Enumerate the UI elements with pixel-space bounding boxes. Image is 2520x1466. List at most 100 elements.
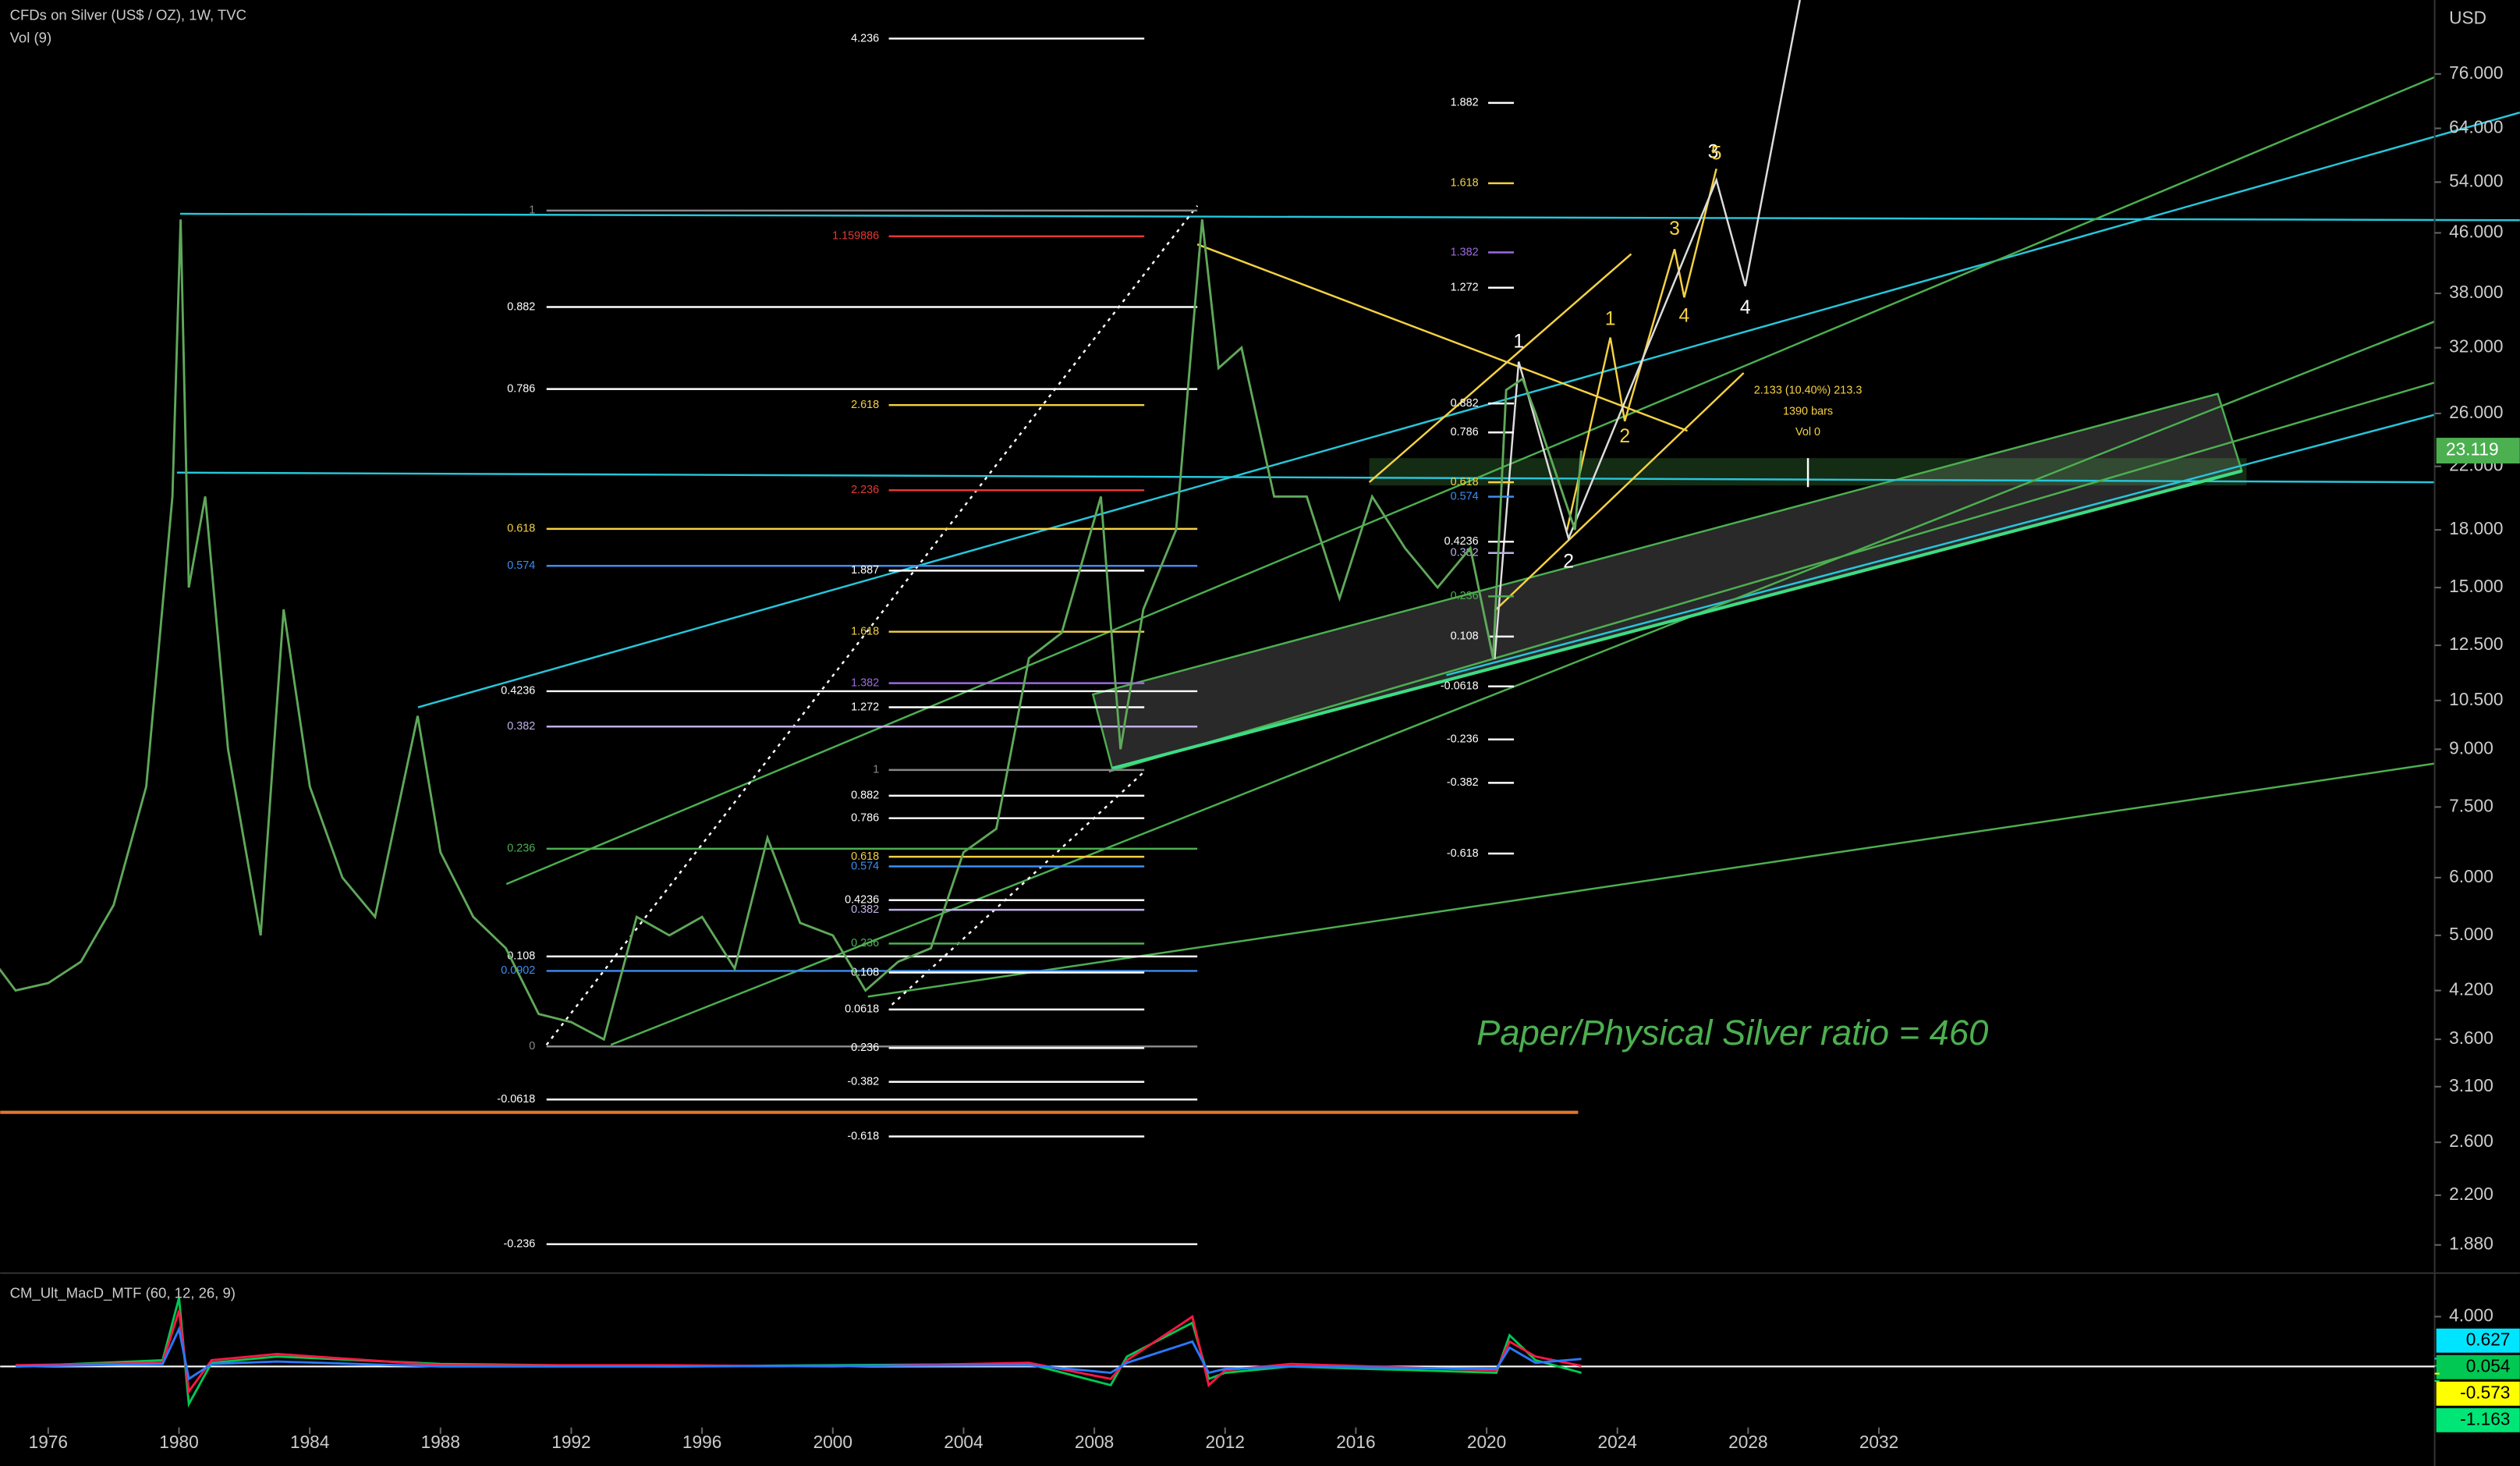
wave-label: 4: [1679, 305, 1690, 326]
value-badge-label: -1.163: [2460, 1408, 2510, 1429]
fib-label: 0.618: [507, 523, 535, 535]
fib-label: 2.236: [851, 484, 879, 496]
fib-label: -0.618: [847, 1130, 879, 1142]
trend-line: [505, 76, 2436, 886]
measure-label: Vol 0: [1795, 426, 1820, 438]
y-tick-label: 9.000: [2449, 737, 2493, 758]
y-tick-label: 76.000: [2449, 62, 2503, 83]
wave-label: 3: [1669, 218, 1680, 240]
fib-label: 0.236: [1451, 590, 1479, 602]
fib-label: 1.618: [1451, 177, 1479, 190]
fib-label: 0.786: [1451, 426, 1479, 438]
price-line: [15, 1297, 1582, 1408]
x-tick-label: 2004: [944, 1432, 983, 1452]
x-tick-label: 2032: [1859, 1432, 1898, 1452]
fib-label: 0.882: [1451, 397, 1479, 410]
x-tick-label: 2012: [1206, 1432, 1245, 1452]
fib-label: 0.382: [507, 720, 535, 733]
price-line: [15, 1325, 1582, 1381]
y-tick-label: 54.000: [2449, 170, 2503, 190]
fib-label: 0.882: [507, 300, 535, 313]
y-tick-label: 26.000: [2449, 402, 2503, 422]
price-badge: [2436, 438, 2520, 464]
dotted-line: [891, 771, 1145, 1006]
trend-line: [417, 112, 2520, 708]
fib-label: -0.0618: [1441, 680, 1479, 693]
fib-label: 1.887: [851, 564, 879, 577]
measure-label: 2.133 (10.40%) 213.3: [1754, 384, 1863, 396]
wave-label: 2: [1563, 552, 1574, 573]
pane-title: CM_Ult_MacD_MTF (60, 12, 26, 9): [10, 1284, 236, 1301]
trend-line: [1368, 253, 1632, 484]
y-tick-label: 46.000: [2449, 221, 2503, 241]
wave-label: 4: [1740, 297, 1751, 318]
fib-label: 1.882: [1451, 97, 1479, 109]
trend-line: [1494, 372, 1745, 612]
x-tick-label: 1984: [290, 1432, 329, 1452]
fib-label: 0.382: [851, 903, 879, 916]
fib-label: 0.108: [1451, 630, 1479, 643]
trend-line: [1446, 414, 2435, 676]
y-axis-label: USD: [2449, 8, 2486, 28]
x-tick-label: 2020: [1467, 1432, 1506, 1452]
y-tick-label: 4.200: [2449, 979, 2493, 999]
fib-label: 0.786: [507, 382, 535, 395]
y-tick-label: 3.600: [2449, 1028, 2493, 1048]
fib-label: 1: [873, 764, 879, 776]
value-badge: [2436, 1381, 2520, 1406]
fib-label: 0.618: [1451, 476, 1479, 488]
y-tick-label: 38.000: [2449, 282, 2503, 302]
fib-label: 1.618: [851, 626, 879, 638]
fib-label: 4.236: [851, 32, 879, 44]
y-tick-label: 2.200: [2449, 1184, 2493, 1204]
fib-label: 1.272: [1451, 282, 1479, 294]
x-tick-label: 2000: [813, 1432, 852, 1452]
wave-label: 1: [1513, 331, 1524, 352]
x-tick-label: 1976: [29, 1432, 68, 1452]
value-badge: [2436, 1328, 2520, 1353]
fib-label: 0.786: [851, 812, 879, 825]
fib-label: 0.4236: [1444, 535, 1479, 548]
price-line: [0, 219, 1583, 1042]
wave-path: [1494, 0, 1801, 659]
y-tick-label: 4.000: [2449, 1304, 2493, 1325]
y-tick-label: 7.500: [2449, 795, 2493, 815]
value-badge: [2436, 1407, 2520, 1432]
fib-label: -0.618: [1447, 847, 1479, 860]
value-badge: [2436, 1354, 2520, 1379]
trend-line: [610, 320, 2436, 1046]
x-tick-label: 1992: [551, 1432, 590, 1452]
fib-label: 0: [529, 1040, 535, 1052]
wave-label: 2: [1619, 426, 1630, 447]
y-tick-label: 10.500: [2449, 689, 2503, 709]
value-badge-label: 0.627: [2466, 1329, 2511, 1349]
wave-label: 3: [1708, 141, 1719, 162]
fib-label: -0.382: [1447, 776, 1479, 789]
y-tick-label: 12.500: [2449, 634, 2503, 654]
h-line: [176, 471, 2435, 484]
annotation: Paper/Physical Silver ratio = 460: [1476, 1013, 1988, 1052]
fib-label: 0.574: [851, 860, 879, 872]
trend-line: [867, 762, 2435, 998]
y-tick-label: 18.000: [2449, 518, 2503, 538]
fib-label: 0.4236: [501, 685, 535, 698]
fib-label: 0.618: [851, 850, 879, 863]
fib-label: 0.882: [851, 790, 879, 802]
trend-line: [1108, 382, 2435, 773]
x-tick-label: 1988: [421, 1432, 460, 1452]
fib-label: -0.382: [847, 1075, 879, 1088]
fib-label: -0.236: [1447, 733, 1479, 746]
y-tick-label: 6.000: [2449, 866, 2493, 886]
y-tick-label: 15.000: [2449, 576, 2503, 596]
dotted-line: [545, 204, 1199, 1045]
x-tick-label: 1980: [159, 1432, 198, 1452]
trend-line: [1196, 243, 1688, 432]
fib-label: 0.108: [851, 966, 879, 978]
fib-label: 0.236: [851, 1042, 879, 1054]
y-tick-label: 32.000: [2449, 336, 2503, 357]
chart-title: CFDs on Silver (US$ / OZ), 1W, TVC: [10, 6, 246, 23]
fib-label: 1.159886: [832, 230, 879, 243]
fib-label: 0.382: [1451, 547, 1479, 559]
fib-label: 0.0618: [845, 1003, 879, 1016]
